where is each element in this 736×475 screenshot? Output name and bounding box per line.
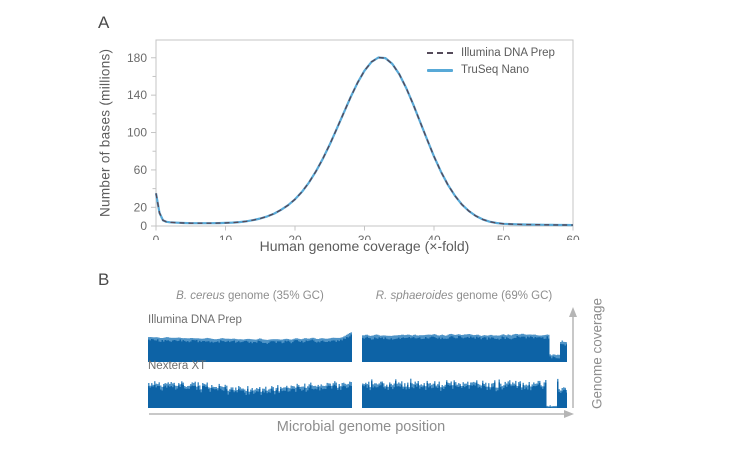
panel-a-x-axis-title: Human genome coverage (×-fold) (259, 238, 470, 254)
svg-text:20: 20 (134, 200, 148, 214)
svg-text:50: 50 (497, 233, 511, 240)
svg-text:30: 30 (358, 233, 372, 240)
svg-text:0: 0 (140, 219, 147, 233)
coverage-track-nextera-b-cereus (148, 374, 352, 408)
legend-label: TruSeq Nano (461, 64, 529, 76)
column-header-r-sphaeroides: R. sphaeroides genome (69% GC) (356, 290, 572, 302)
solid-line-swatch-icon (427, 68, 453, 72)
svg-text:20: 20 (288, 233, 302, 240)
svg-text:140: 140 (127, 88, 147, 102)
panel-a-chart: 0 20 60 100 140 180 0 10 20 30 40 50 60 (120, 35, 590, 240)
svg-text:180: 180 (127, 51, 147, 65)
svg-text:60: 60 (566, 233, 580, 240)
svg-text:100: 100 (127, 126, 147, 140)
panel-b-y-axis-title: Genome coverage (589, 297, 605, 409)
y-axis-arrow-icon (567, 307, 579, 409)
header-rest: genome (69% GC) (453, 290, 553, 302)
panel-a-label: A (98, 13, 110, 32)
x-axis-arrow-icon (149, 409, 575, 419)
svg-text:10: 10 (219, 233, 233, 240)
dashed-line-swatch-icon (427, 52, 453, 54)
panel-a-y-axis-title: Number of bases (millions) (97, 48, 113, 218)
species-name: R. sphaeroides (375, 290, 454, 302)
legend-item-illumina-dna-prep: Illumina DNA Prep (427, 45, 555, 61)
species-name: B. cereus (176, 290, 225, 302)
svg-text:40: 40 (427, 233, 441, 240)
panel-a-legend: Illumina DNA Prep TruSeq Nano (427, 45, 555, 78)
coverage-track-nextera-r-sphaeroides (362, 374, 567, 408)
svg-text:0: 0 (153, 233, 160, 240)
coverage-track-illumina-b-cereus (148, 328, 352, 362)
row-label-illumina-dna-prep: Illumina DNA Prep (148, 314, 242, 326)
column-header-b-cereus: B. cereus genome (35% GC) (148, 290, 352, 302)
coverage-track-illumina-r-sphaeroides (362, 328, 567, 362)
legend-label: Illumina DNA Prep (461, 47, 555, 59)
row-label-nextera-xt: Nextera XT (148, 360, 207, 372)
panel-b-x-axis-title: Microbial genome position (276, 419, 446, 435)
svg-text:60: 60 (134, 163, 148, 177)
legend-item-truseq-nano: TruSeq Nano (427, 62, 555, 78)
panel-b-label: B (98, 270, 110, 289)
header-rest: genome (35% GC) (224, 290, 324, 302)
